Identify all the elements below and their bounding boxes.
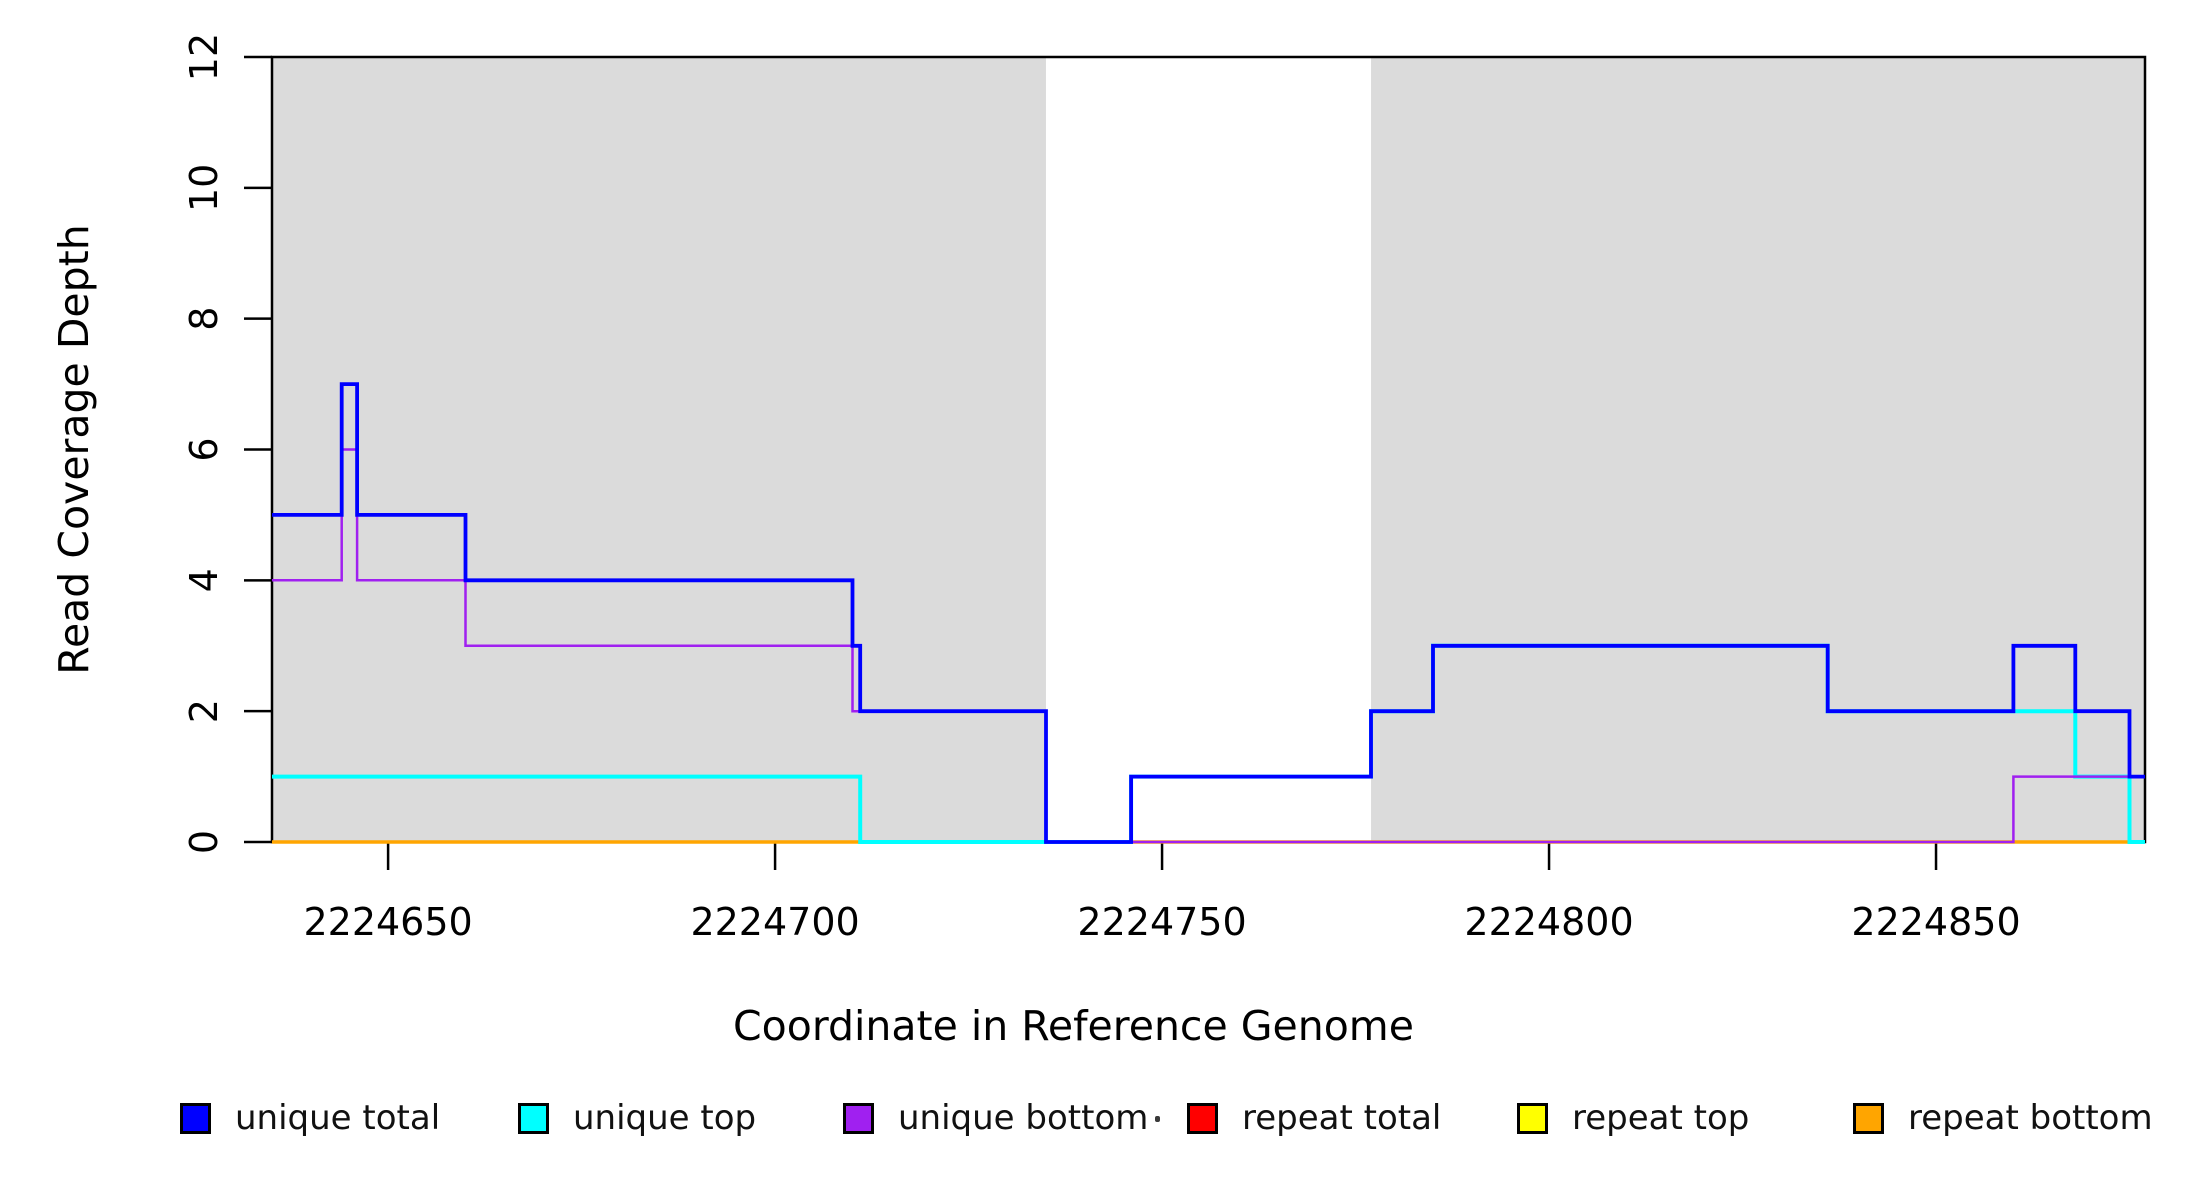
legend-item-unique-total: unique total bbox=[180, 1096, 440, 1140]
x-tick-label: 2224700 bbox=[690, 900, 859, 944]
coverage-plot: 2224650 2224700 2224750 2224800 2224850 0 2 4 6 8… bbox=[50, 33, 2147, 1050]
legend-item-repeat-bottom: repeat bottom bbox=[1853, 1096, 2153, 1140]
y-tick-label: 4 bbox=[182, 568, 226, 592]
series-unique-bottom bbox=[272, 448, 2145, 844]
legend-item-repeat-top: repeat top bbox=[1517, 1096, 1749, 1140]
legend: unique total unique top unique bottom re… bbox=[0, 1096, 2200, 1156]
series-unique-total bbox=[272, 382, 2145, 844]
y-tick-label: 6 bbox=[182, 437, 226, 461]
unique-bottom-swatch-icon bbox=[843, 1102, 874, 1134]
unique-total-swatch-icon bbox=[180, 1102, 211, 1134]
y-axis-title: Read Coverage Depth bbox=[50, 224, 98, 674]
legend-item-repeat-total: repeat total bbox=[1187, 1096, 1441, 1140]
shaded-region-2 bbox=[1371, 57, 2145, 842]
repeat-top-swatch-icon bbox=[1517, 1102, 1548, 1134]
shaded-region-1 bbox=[272, 57, 1046, 842]
legend-label: repeat top bbox=[1572, 1098, 1750, 1138]
legend-label: repeat total bbox=[1242, 1098, 1442, 1138]
legend-label: unique bottom bbox=[898, 1098, 1149, 1138]
repeat-total-swatch-icon bbox=[1187, 1102, 1218, 1134]
y-tick-label: 2 bbox=[182, 699, 226, 723]
stray-mark bbox=[1155, 1116, 1160, 1122]
x-axis-title: Coordinate in Reference Genome bbox=[733, 1002, 1414, 1050]
y-tick-label: 8 bbox=[182, 307, 226, 331]
legend-label: unique top bbox=[573, 1098, 757, 1138]
unique-top-swatch-icon bbox=[518, 1102, 549, 1134]
legend-label: repeat bottom bbox=[1908, 1098, 2153, 1138]
x-tick-label: 2224800 bbox=[1464, 900, 1633, 944]
x-tick-label: 2224750 bbox=[1077, 900, 1246, 944]
legend-item-unique-top: unique top bbox=[518, 1096, 756, 1140]
x-tick-label: 2224650 bbox=[303, 900, 472, 944]
y-tick-label: 10 bbox=[182, 164, 226, 212]
x-tick-label: 2224850 bbox=[1851, 900, 2020, 944]
legend-label: unique total bbox=[235, 1098, 441, 1138]
y-tick-label: 12 bbox=[182, 33, 226, 81]
repeat-bottom-swatch-icon bbox=[1853, 1102, 1884, 1134]
y-tick-label: 0 bbox=[182, 830, 226, 854]
legend-item-unique-bottom: unique bottom bbox=[843, 1096, 1148, 1140]
